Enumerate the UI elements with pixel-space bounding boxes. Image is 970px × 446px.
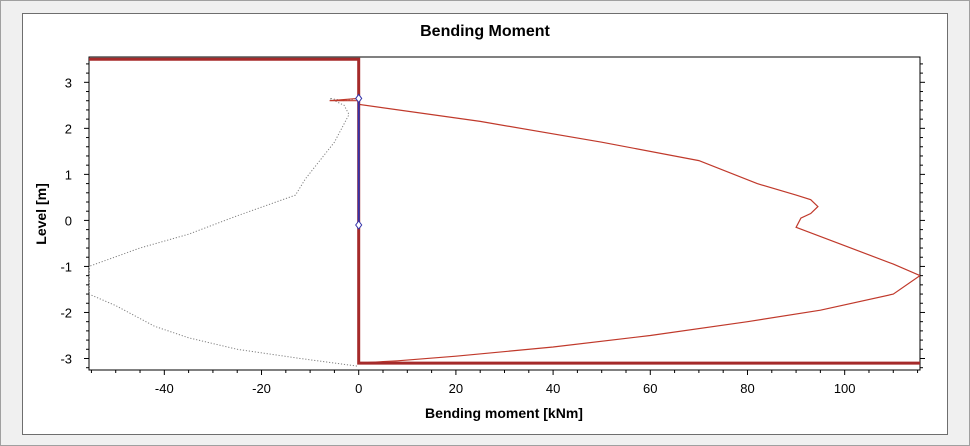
x-tick-label: 40 — [546, 381, 560, 396]
x-tick-label: -20 — [252, 381, 271, 396]
x-tick-label: 100 — [834, 381, 856, 396]
chart-title: Bending Moment — [420, 23, 550, 40]
series-line-1 — [89, 97, 359, 367]
series-line-2 — [329, 59, 921, 364]
x-tick-label: 80 — [740, 381, 754, 396]
axes-layer: -40 -20 0 20 40 60 80 100 3 2 1 0 -1 -2 -3 — [60, 63, 925, 396]
series-marker-2 — [355, 220, 363, 230]
plot-area — [88, 56, 921, 371]
x-tick-label: 20 — [449, 381, 463, 396]
y-tick-label: 0 — [65, 213, 72, 228]
x-tick-label: 60 — [643, 381, 657, 396]
x-axis-title: Bending moment [kNm] — [425, 405, 583, 421]
y-tick-label: 1 — [65, 167, 72, 182]
y-tick-label: 3 — [65, 75, 72, 90]
series-marker-1 — [355, 93, 363, 104]
x-tick-label: 0 — [355, 381, 362, 396]
y-tick-label: 2 — [65, 121, 72, 136]
x-tick-label: -40 — [155, 381, 174, 396]
plot-layer — [89, 57, 921, 367]
y-tick-label: -2 — [60, 305, 72, 320]
y-tick-label: -3 — [60, 351, 72, 366]
y-axis-title: Level [m] — [33, 183, 49, 244]
y-tick-label: -1 — [60, 259, 72, 274]
